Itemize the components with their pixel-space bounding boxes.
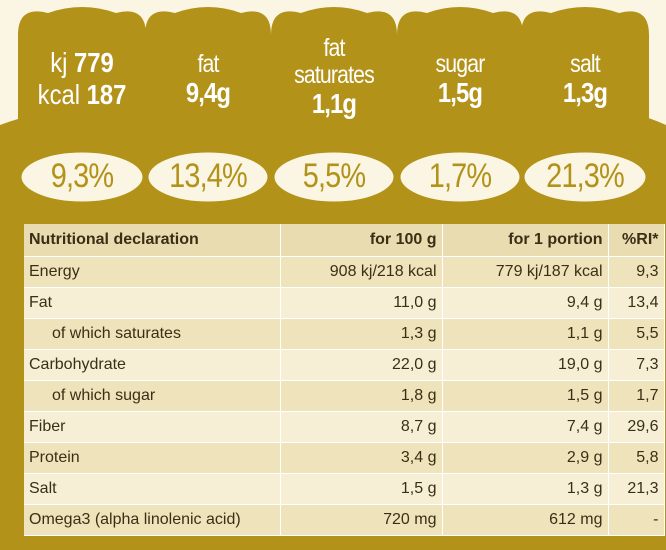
- fat-saturates-name-2: saturates: [294, 61, 375, 89]
- gda-sugar: sugar 1,5g 1,7%: [397, 5, 523, 205]
- row-per-portion: 19,0 g: [442, 349, 609, 381]
- gda-salt: salt 1,3g 21,3%: [521, 5, 649, 205]
- row-per-100g: 11,0 g: [280, 287, 443, 319]
- header-per-100g: for 100 g: [280, 224, 443, 257]
- fat-saturates-percent: 5,5%: [302, 157, 366, 195]
- fat-saturates-value: 1,1g: [311, 88, 357, 119]
- row-label: of which saturates: [24, 318, 281, 350]
- row-per-portion: 1,3 g: [442, 473, 609, 505]
- fat-percent: 13,4%: [169, 157, 248, 195]
- row-label: of which sugar: [24, 380, 281, 412]
- table-row: of which saturates 1,3 g 1,1 g 5,5: [24, 318, 665, 350]
- fat-saturates-name-1: fat: [323, 34, 345, 62]
- row-per-100g: 1,3 g: [280, 318, 443, 350]
- energy-kj-unit: kj: [50, 47, 68, 78]
- salt-value: 1,3g: [562, 77, 608, 108]
- row-label: Fiber: [24, 411, 281, 443]
- table-row: Omega3 (alpha linolenic acid) 720 mg 612…: [24, 504, 665, 536]
- energy-percent: 9,3%: [50, 157, 114, 195]
- row-label: Energy: [24, 256, 281, 288]
- sugar-percent: 1,7%: [428, 157, 492, 195]
- header-ri: %RI*: [608, 224, 665, 257]
- row-per-100g: 22,0 g: [280, 349, 443, 381]
- row-ri: 9,3: [608, 256, 665, 288]
- row-ri: 7,3: [608, 349, 665, 381]
- energy-kcal-unit: kcal: [37, 79, 80, 110]
- energy-kcal-value: 187: [86, 79, 127, 110]
- table-row: Protein 3,4 g 2,9 g 5,8: [24, 442, 665, 474]
- row-ri: 21,3: [608, 473, 665, 505]
- gda-fat-saturates-shape: [271, 7, 397, 205]
- table-row: of which sugar 1,8 g 1,5 g 1,7: [24, 380, 665, 412]
- row-per-portion: 1,1 g: [442, 318, 609, 350]
- row-label: Fat: [24, 287, 281, 319]
- row-ri: 5,5: [608, 318, 665, 350]
- row-per-100g: 3,4 g: [280, 442, 443, 474]
- header-declaration: Nutritional declaration: [24, 224, 281, 257]
- row-per-portion: 612 mg: [442, 504, 609, 536]
- row-per-portion: 7,4 g: [442, 411, 609, 443]
- nutrition-table-wrapper: Nutritional declaration for 100 g for 1 …: [24, 224, 665, 536]
- row-per-100g: 908 kj/218 kcal: [280, 256, 443, 288]
- row-ri: 1,7: [608, 380, 665, 412]
- table-header-row: Nutritional declaration for 100 g for 1 …: [24, 224, 665, 257]
- gda-energy: kj 779 kcal 187 9,3%: [18, 5, 146, 205]
- row-ri: 29,6: [608, 411, 665, 443]
- fat-value: 9,4g: [185, 77, 231, 108]
- salt-name: salt: [570, 50, 601, 78]
- row-per-100g: 1,8 g: [280, 380, 443, 412]
- gda-sugar-shape: [397, 7, 523, 205]
- sugar-value: 1,5g: [437, 77, 483, 108]
- gda-energy-shape: [18, 7, 146, 205]
- energy-kj-value: 779: [74, 47, 114, 78]
- row-per-portion: 2,9 g: [442, 442, 609, 474]
- table-row: Carbohydrate 22,0 g 19,0 g 7,3: [24, 349, 665, 381]
- row-ri: 13,4: [608, 287, 665, 319]
- row-ri: -: [608, 504, 665, 536]
- row-label: Protein: [24, 442, 281, 474]
- row-per-portion: 779 kj/187 kcal: [442, 256, 609, 288]
- salt-percent: 21,3%: [546, 157, 625, 195]
- row-label: Salt: [24, 473, 281, 505]
- table-row: Salt 1,5 g 1,3 g 21,3: [24, 473, 665, 505]
- nutrition-table: Nutritional declaration for 100 g for 1 …: [24, 224, 665, 536]
- table-row: Fat 11,0 g 9,4 g 13,4: [24, 287, 665, 319]
- row-label: Carbohydrate: [24, 349, 281, 381]
- gda-fat-saturates: fat saturates 1,1g 5,5%: [271, 5, 397, 205]
- fat-name: fat: [197, 50, 219, 78]
- sugar-name: sugar: [435, 50, 486, 78]
- row-per-100g: 720 mg: [280, 504, 443, 536]
- gda-fat-shape: [145, 7, 271, 205]
- row-per-100g: 8,7 g: [280, 411, 443, 443]
- gda-fat: fat 9,4g 13,4%: [145, 5, 271, 205]
- row-ri: 5,8: [608, 442, 665, 474]
- header-per-portion: for 1 portion: [442, 224, 609, 257]
- table-row: Fiber 8,7 g 7,4 g 29,6: [24, 411, 665, 443]
- row-per-portion: 9,4 g: [442, 287, 609, 319]
- gda-salt-shape: [521, 7, 649, 205]
- row-label: Omega3 (alpha linolenic acid): [24, 504, 281, 536]
- row-per-100g: 1,5 g: [280, 473, 443, 505]
- row-per-portion: 1,5 g: [442, 380, 609, 412]
- table-row: Energy 908 kj/218 kcal 779 kj/187 kcal 9…: [24, 256, 665, 288]
